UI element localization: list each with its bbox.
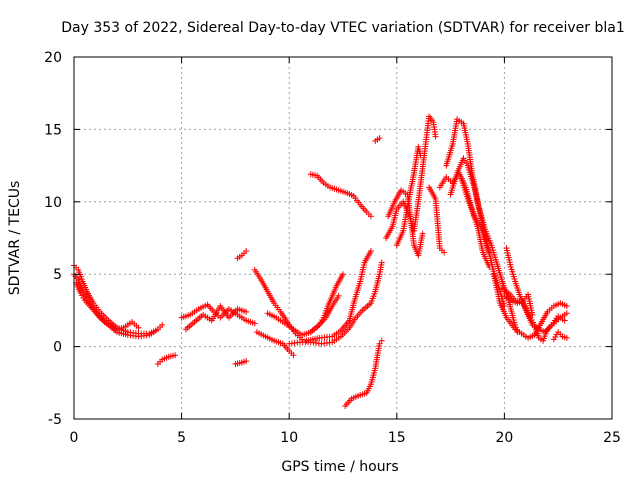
data-point [419, 230, 426, 237]
series-track-m [299, 292, 342, 339]
data-point [378, 259, 385, 266]
y-tick-label: 10 [44, 195, 62, 211]
series-track-d [154, 352, 179, 367]
series-track-ad [499, 285, 536, 318]
y-tick-labels: -5 0 5 10 15 20 [44, 50, 62, 428]
data-point [378, 337, 385, 344]
y-tick-label: -5 [48, 412, 62, 428]
series-track-u [393, 143, 424, 249]
data-point [335, 292, 342, 299]
axis-ticks [73, 56, 613, 420]
x-tick-label: 5 [177, 430, 186, 446]
grid-lines [74, 57, 612, 419]
series-track-o [307, 271, 346, 336]
series-track-k [264, 310, 303, 337]
series-track-p [307, 171, 374, 220]
series-track-z [458, 175, 493, 256]
series-track-n [303, 248, 374, 344]
data-point [441, 249, 448, 256]
series-track-f [182, 303, 250, 333]
series-track-h [234, 248, 250, 262]
x-tick-label: 0 [70, 430, 79, 446]
data-point [376, 135, 383, 142]
data-point [417, 152, 424, 159]
series-track-g [232, 358, 250, 367]
series-track-c [73, 279, 142, 333]
plot-frame [73, 56, 613, 420]
x-tick-labels: 0 5 10 15 20 25 [70, 430, 621, 446]
x-tick-label: 25 [603, 430, 621, 446]
data-point [172, 352, 179, 359]
data-point [243, 248, 250, 255]
data-point [243, 358, 250, 365]
data-point [243, 308, 250, 315]
x-tick-label: 20 [495, 430, 513, 446]
x-axis-label: GPS time / hours [281, 459, 398, 475]
y-tick-label: 0 [53, 340, 62, 356]
series-track-j [253, 329, 297, 359]
x-tick-label: 10 [280, 430, 298, 446]
data-points [71, 113, 570, 409]
series-track-ac [503, 245, 568, 336]
series-track-r [372, 135, 383, 144]
data-point [563, 303, 570, 310]
x-tick-label: 15 [388, 430, 406, 446]
data-point [432, 133, 439, 140]
y-axis-label: SDTVAR / TECUs [7, 181, 23, 296]
data-point [367, 213, 374, 220]
y-tick-label: 20 [44, 50, 62, 66]
series-track-v [426, 184, 448, 256]
data-point [290, 352, 297, 359]
data-point [251, 320, 258, 327]
series-track-ae [550, 329, 570, 343]
chart-title: Day 353 of 2022, Sidereal Day-to-day VTE… [61, 20, 624, 36]
data-point [367, 248, 374, 255]
series-track-q [342, 337, 385, 409]
data-point [529, 311, 536, 318]
y-tick-label: 15 [44, 122, 62, 138]
data-point [135, 324, 142, 331]
series-track-e [178, 301, 258, 327]
data-point [563, 310, 570, 317]
data-point [486, 249, 493, 256]
data-point [159, 321, 166, 328]
data-point [561, 317, 568, 324]
y-tick-label: 5 [53, 267, 62, 283]
data-point [563, 334, 570, 341]
series-track-l [286, 259, 385, 347]
series-track-t [385, 187, 426, 259]
data-point [340, 271, 346, 278]
